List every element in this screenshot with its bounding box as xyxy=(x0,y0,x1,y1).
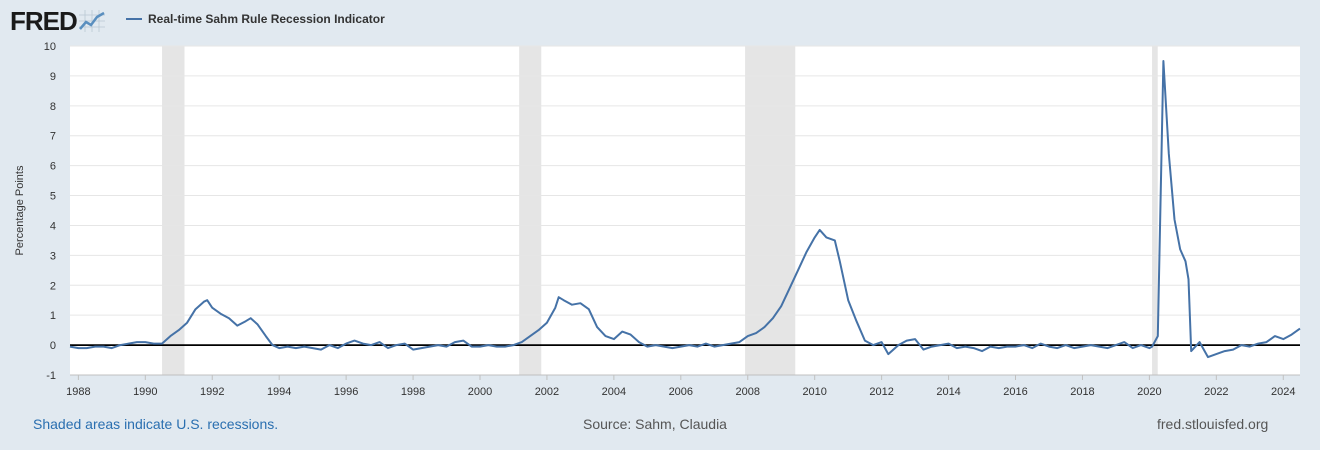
fred-logo[interactable]: FRED xyxy=(10,6,105,37)
fred-url-text: fred.stlouisfed.org xyxy=(1157,416,1269,432)
y-tick-label: 8 xyxy=(50,101,56,113)
recession-band-2 xyxy=(519,46,542,375)
logo-graph-icon xyxy=(78,10,105,32)
y-tick-label: 0 xyxy=(50,340,56,352)
y-tick-label: -1 xyxy=(46,370,56,382)
y-tick-label: 4 xyxy=(50,220,56,232)
header: FRED xyxy=(10,6,105,36)
x-tick-label: 1998 xyxy=(401,386,425,398)
x-tick-label: 2014 xyxy=(936,386,960,398)
x-tick-label: 2002 xyxy=(535,386,559,398)
y-tick-label: 2 xyxy=(50,280,56,292)
source-text: Source: Sahm, Claudia xyxy=(583,416,727,432)
legend-label: Real-time Sahm Rule Recession Indicator xyxy=(148,12,385,26)
sahm-rule-line-chart[interactable]: -1 0 1 2 3 4 5 6 7 8 9 10 1988 1990 1992 1994 1996 1998 20… xyxy=(0,0,1320,410)
recession-band-4 xyxy=(1152,46,1158,375)
x-tick-label: 2022 xyxy=(1204,386,1228,398)
x-tick-label: 2006 xyxy=(669,386,693,398)
legend-swatch xyxy=(126,18,142,20)
x-tick-label: 1996 xyxy=(334,386,358,398)
x-tick-label: 2018 xyxy=(1070,386,1094,398)
x-tick-label: 2012 xyxy=(869,386,893,398)
x-tick-label: 2024 xyxy=(1271,386,1295,398)
x-tick-label: 2000 xyxy=(468,386,492,398)
y-tick-label: 1 xyxy=(50,310,56,322)
plot-area xyxy=(70,46,1300,375)
x-tick-label: 1992 xyxy=(200,386,224,398)
x-tick-label: 1994 xyxy=(267,386,291,398)
x-tick-label: 1990 xyxy=(133,386,157,398)
x-tick-label: 2004 xyxy=(602,386,626,398)
recession-note-link[interactable]: Shaded areas indicate U.S. recessions. xyxy=(33,416,279,432)
series-line-1 xyxy=(69,60,1301,359)
recession-band-1 xyxy=(162,46,185,375)
y-tick-label: 5 xyxy=(50,191,56,203)
x-tick-label: 2010 xyxy=(802,386,826,398)
y-tick-label: 9 xyxy=(50,71,56,83)
x-tick-label: 2016 xyxy=(1003,386,1027,398)
y-tick-label: 6 xyxy=(50,161,56,173)
y-axis-label: Percentage Points xyxy=(14,165,26,255)
chart-legend[interactable]: Real-time Sahm Rule Recession Indicator xyxy=(126,12,385,26)
y-tick-label: 3 xyxy=(50,250,56,262)
y-tick-label: 10 xyxy=(44,41,56,53)
x-tick-label: 1988 xyxy=(66,386,90,398)
x-tick-label: 2008 xyxy=(736,386,760,398)
logo-text: FRED xyxy=(10,5,78,36)
y-tick-label: 7 xyxy=(50,131,56,143)
x-tick-label: 2020 xyxy=(1137,386,1161,398)
recession-band-3 xyxy=(745,46,796,375)
